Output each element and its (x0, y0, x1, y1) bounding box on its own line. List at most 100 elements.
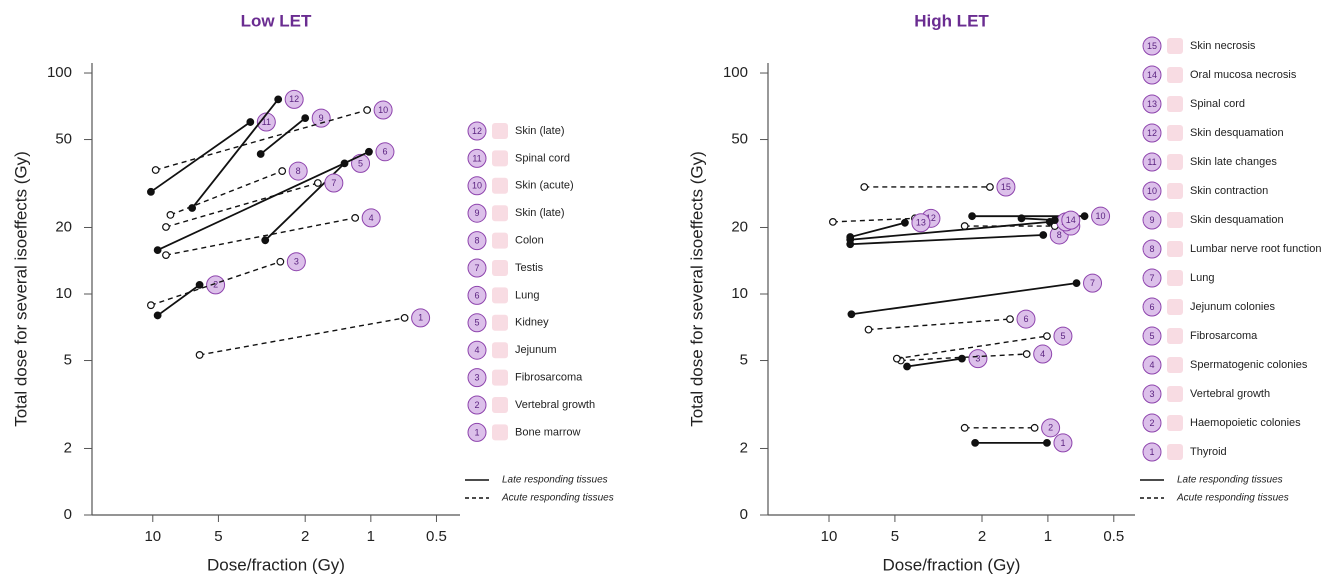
legend-label: Lung (515, 289, 539, 301)
data-point (1018, 215, 1025, 222)
data-point (1023, 351, 1030, 358)
data-point (148, 189, 155, 196)
x-tick-label: 5 (891, 528, 899, 545)
legend-label: Bone marrow (515, 426, 580, 438)
legend-label: Lumbar nerve root function (1190, 243, 1321, 255)
legend-label: Haemopoietic colonies (1190, 417, 1301, 429)
legend-label: Skin (acute) (515, 180, 574, 192)
legend-style-label: Acute responding tissues (501, 493, 614, 504)
legend-icon (492, 150, 508, 166)
legend-icon (492, 424, 508, 440)
data-point (861, 184, 868, 191)
data-point (848, 311, 855, 318)
legend-label: Jejunum colonies (1190, 301, 1275, 313)
x-tick-label: 0.5 (1103, 528, 1124, 545)
y-tick-label: 20 (55, 218, 72, 235)
data-point (262, 237, 269, 244)
number-label: 4 (369, 213, 374, 223)
y-tick-label: 50 (731, 131, 748, 148)
number-label: 1 (418, 313, 423, 323)
data-point (1051, 217, 1058, 224)
data-point (969, 213, 976, 220)
series-line (200, 318, 405, 355)
legend-label: Spermatogenic colonies (1190, 359, 1308, 371)
data-point (366, 149, 373, 156)
legend-icon (1167, 299, 1183, 315)
legend-icon (1167, 444, 1183, 460)
legend-icon (1167, 154, 1183, 170)
data-point (961, 223, 968, 230)
data-point (1044, 333, 1051, 340)
y-tick-label: 2 (64, 439, 72, 456)
x-tick-label: 0.5 (426, 528, 447, 545)
y-axis-title: Total dose for several isoeffects (Gy) (687, 151, 706, 427)
number-label: 12 (1147, 128, 1157, 138)
chart-title: High LET (914, 11, 989, 30)
legend-icon (492, 315, 508, 331)
data-point (279, 168, 286, 175)
number-label: 5 (474, 318, 479, 328)
number-label: 14 (1147, 70, 1157, 80)
data-point (364, 107, 371, 114)
data-point (902, 220, 909, 227)
legend-label: Testis (515, 262, 544, 274)
legend-label: Vertebral growth (515, 399, 595, 411)
x-axis-title: Dose/fraction (Gy) (207, 555, 345, 574)
data-point (196, 352, 203, 359)
number-label: 6 (382, 147, 387, 157)
x-tick-label: 2 (978, 528, 986, 545)
number-label: 7 (1149, 273, 1154, 283)
legend-icon (492, 342, 508, 358)
x-tick-label: 2 (301, 528, 309, 545)
number-label: 5 (1149, 331, 1154, 341)
legend-icon (1167, 212, 1183, 228)
number-label: 5 (1060, 331, 1065, 341)
legend-label: Fibrosarcoma (1190, 330, 1258, 342)
x-axis-title: Dose/fraction (Gy) (883, 555, 1021, 574)
number-label: 4 (1040, 349, 1045, 359)
series-line (166, 218, 355, 255)
number-label: 8 (1149, 244, 1154, 254)
number-label: 10 (378, 105, 388, 115)
number-label: 6 (1149, 302, 1154, 312)
legend-icon (1167, 270, 1183, 286)
data-point (1007, 316, 1014, 323)
legend-icon (1167, 183, 1183, 199)
legend-label: Spinal cord (515, 152, 570, 164)
data-point (401, 315, 408, 322)
figure: Low LETTotal dose for several isoeffects… (0, 0, 1333, 581)
legend-label: Skin desquamation (1190, 127, 1284, 139)
legend-icon (1167, 96, 1183, 112)
y-tick-label: 5 (64, 352, 72, 369)
legend-label: Skin contraction (1190, 185, 1268, 197)
number-label: 2 (1048, 423, 1053, 433)
legend-label: Spinal cord (1190, 98, 1245, 110)
number-label: 15 (1001, 182, 1011, 192)
y-tick-label: 100 (47, 64, 72, 81)
y-tick-label: 50 (55, 131, 72, 148)
legend-icon (1167, 241, 1183, 257)
data-point (847, 234, 854, 241)
data-point (865, 326, 872, 333)
legend-icon (492, 233, 508, 249)
legend-icon (1167, 125, 1183, 141)
y-tick-label: 10 (55, 285, 72, 302)
legend-icon (1167, 38, 1183, 54)
legend-label: Oral mucosa necrosis (1190, 69, 1297, 81)
legend-label: Skin desquamation (1190, 214, 1284, 226)
number-label: 3 (975, 354, 980, 364)
legend-label: Skin (late) (515, 125, 565, 137)
data-point (830, 219, 837, 226)
number-label: 7 (1090, 278, 1095, 288)
series-line (151, 122, 250, 192)
legend-style-label: Acute responding tissues (1176, 493, 1289, 504)
legend-label: Skin late changes (1190, 156, 1277, 168)
number-label: 1 (474, 427, 479, 437)
data-point (904, 363, 911, 370)
number-label: 11 (472, 153, 481, 163)
number-label: 1 (1060, 438, 1065, 448)
data-point (1081, 213, 1088, 220)
number-label: 10 (1147, 186, 1157, 196)
series-line (907, 359, 962, 367)
